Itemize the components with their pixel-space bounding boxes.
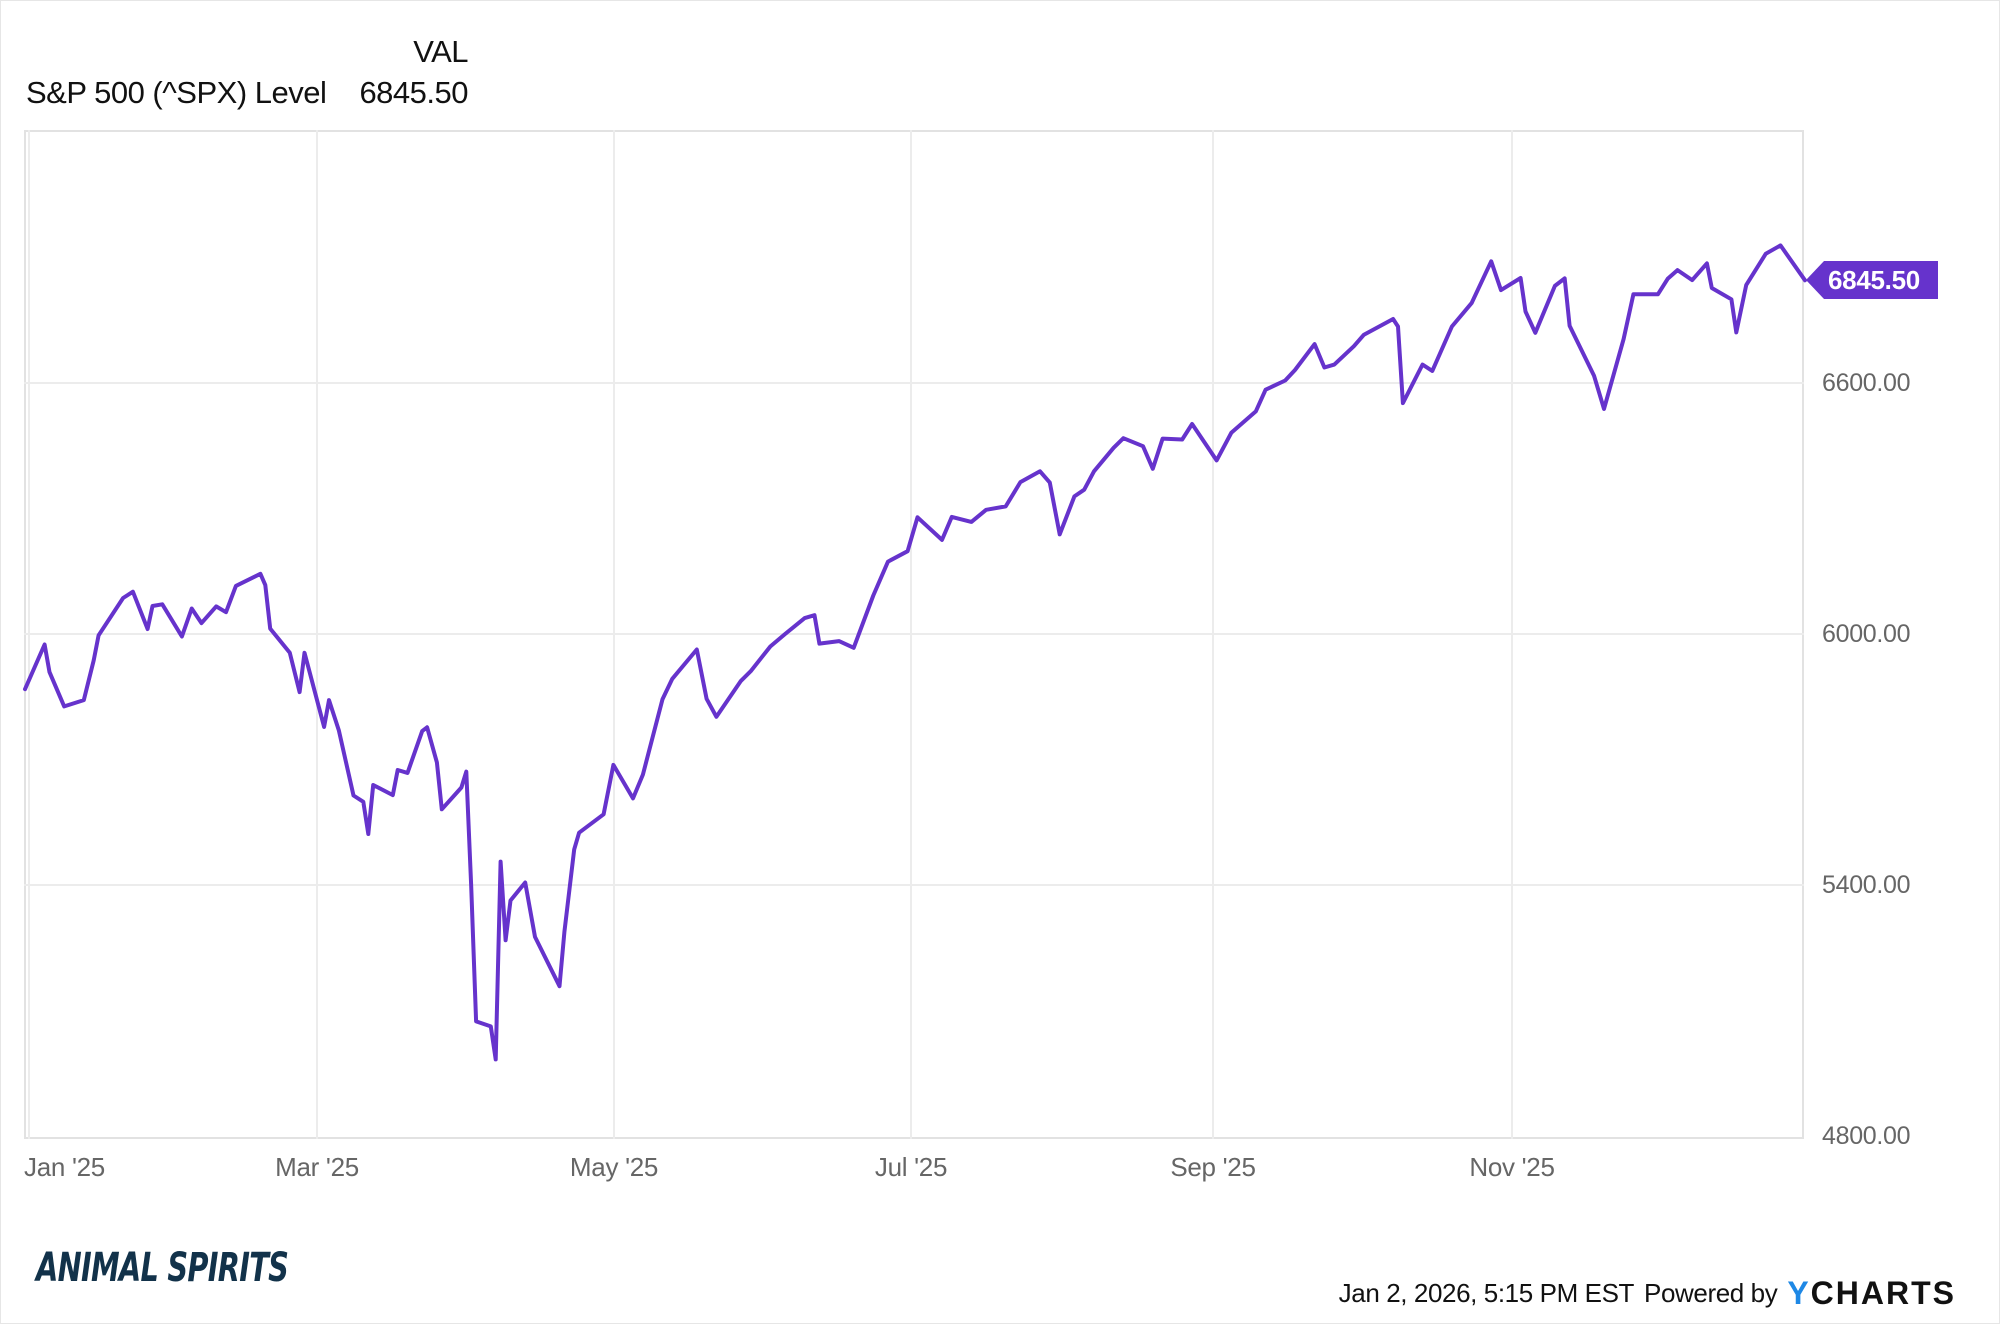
last-value-label: 6845.50 [1824,261,1938,299]
powered-by-text: Powered by [1644,1278,1778,1308]
ycharts-logo[interactable]: Y CHARTS [1787,1275,1956,1312]
ycharts-wordmark: CHARTS [1810,1275,1956,1311]
legend-series-name: S&P 500 (^SPX) Level [26,75,327,110]
y-tick-label: 4800.00 [1822,1122,1911,1150]
value-column-header: VAL [413,34,468,69]
spx-line-series [23,243,1807,1062]
ycharts-y-icon: Y [1787,1275,1811,1311]
y-tick-label: 6600.00 [1822,369,1911,397]
legend-series-value: 6845.50 [359,75,468,110]
x-tick-label: Nov '25 [1469,1152,1555,1182]
x-tick-label: May '25 [569,1152,659,1182]
x-tick-label: Jul '25 [874,1152,948,1182]
timestamp: Jan 2, 2026, 5:15 PM EST [1338,1278,1635,1308]
animal-spirits-logo: ANIMAL SPIRITS [36,1245,289,1291]
x-tick-label: Sep '25 [1170,1152,1256,1182]
x-tick-label: Jan '25 [24,1152,105,1182]
last-value-marker: 6845.50 [1806,261,1938,299]
footer: Jan 2, 2026, 5:15 PM EST Powered by Y CH… [1339,1275,1956,1312]
gridlines [24,130,1804,1139]
y-tick-label: 6000.00 [1822,620,1911,648]
x-tick-label: Mar '25 [275,1152,359,1182]
last-value-arrow-icon [1806,261,1824,299]
y-tick-label: 5400.00 [1822,871,1911,899]
